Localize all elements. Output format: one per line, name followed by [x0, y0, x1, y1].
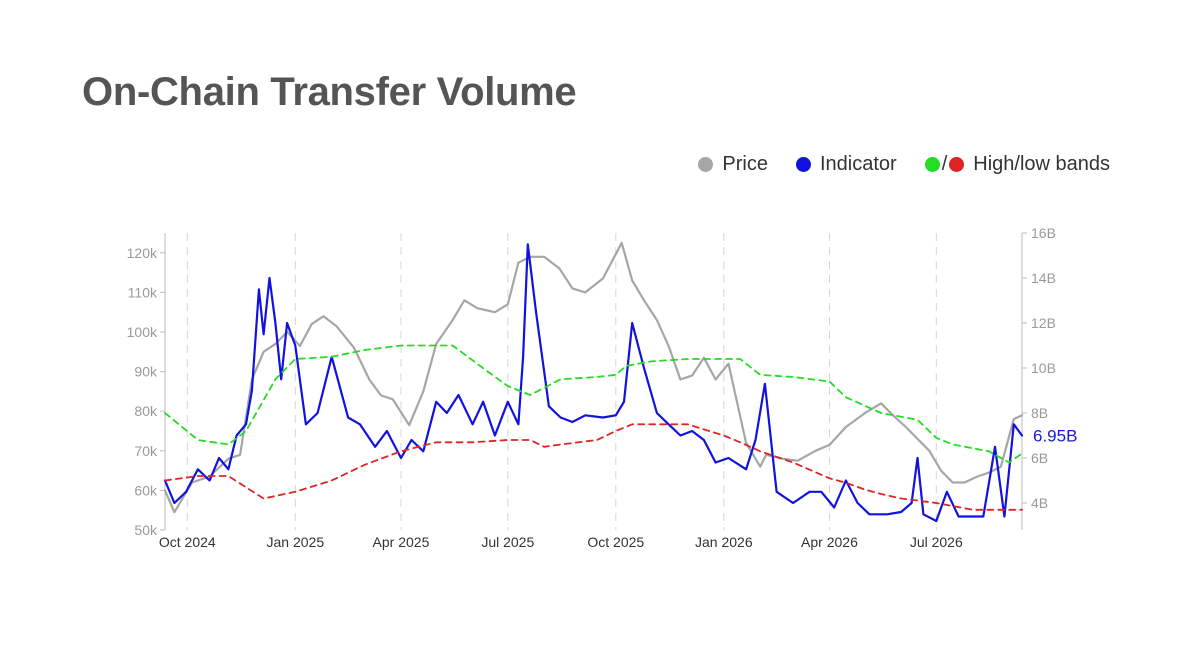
- y-right-tick-label: 6B: [1031, 450, 1048, 466]
- legend-item-price[interactable]: Price: [698, 153, 768, 176]
- high-band-series-line: [164, 344, 1023, 464]
- indicator-series-line: [163, 243, 1024, 523]
- x-tick-label: Jul 2026: [910, 534, 963, 550]
- y-left-tick-label: 50k: [134, 522, 158, 538]
- legend-item-indicator[interactable]: Indicator: [795, 153, 897, 176]
- legend-label-bands: High/low bands: [973, 153, 1110, 175]
- y-left-tick-label: 60k: [134, 482, 158, 498]
- x-tick-label: Apr 2026: [801, 534, 858, 550]
- price-series-line: [163, 241, 1024, 514]
- y-left-tick-label: 70k: [134, 443, 158, 459]
- x-tick-label: Jan 2025: [267, 534, 325, 550]
- chart-legend: Price Indicator / High/low bands: [670, 153, 1110, 176]
- y-right-tick-label: 16B: [1031, 225, 1056, 241]
- low-band-series-line: [164, 423, 1023, 511]
- indicator-end-label: 6.95B: [1033, 427, 1077, 446]
- x-tick-label: Oct 2025: [587, 534, 644, 550]
- y-right-tick-label: 14B: [1031, 270, 1056, 286]
- y-left-tick-label: 110k: [128, 284, 158, 300]
- legend-separator: /: [941, 153, 948, 175]
- legend-label-indicator: Indicator: [819, 153, 897, 175]
- high-band-dot-icon: [924, 157, 940, 172]
- indicator-dot-icon: [795, 157, 811, 172]
- price-dot-icon: [698, 157, 714, 172]
- y-right-tick-label: 4B: [1031, 495, 1048, 511]
- legend-label-price: Price: [722, 153, 768, 175]
- y-left-tick-label: 120k: [127, 245, 158, 261]
- low-band-dot-icon: [949, 157, 965, 172]
- y-left-tick-label: 90k: [134, 364, 158, 380]
- y-right-tick-label: 10B: [1031, 360, 1056, 376]
- x-tick-label: Jul 2025: [481, 534, 534, 550]
- y-left-tick-label: 100k: [127, 324, 158, 340]
- y-left-tick-label: 80k: [134, 403, 158, 419]
- y-right-tick-label: 12B: [1031, 315, 1056, 331]
- x-tick-label: Apr 2025: [373, 534, 430, 550]
- legend-item-bands[interactable]: / High/low bands: [924, 153, 1110, 176]
- x-tick-label: Oct 2024: [159, 534, 216, 550]
- page-title: On-Chain Transfer Volume: [82, 70, 577, 114]
- x-tick-label: Jan 2026: [695, 534, 753, 550]
- y-right-tick-label: 8B: [1031, 405, 1048, 421]
